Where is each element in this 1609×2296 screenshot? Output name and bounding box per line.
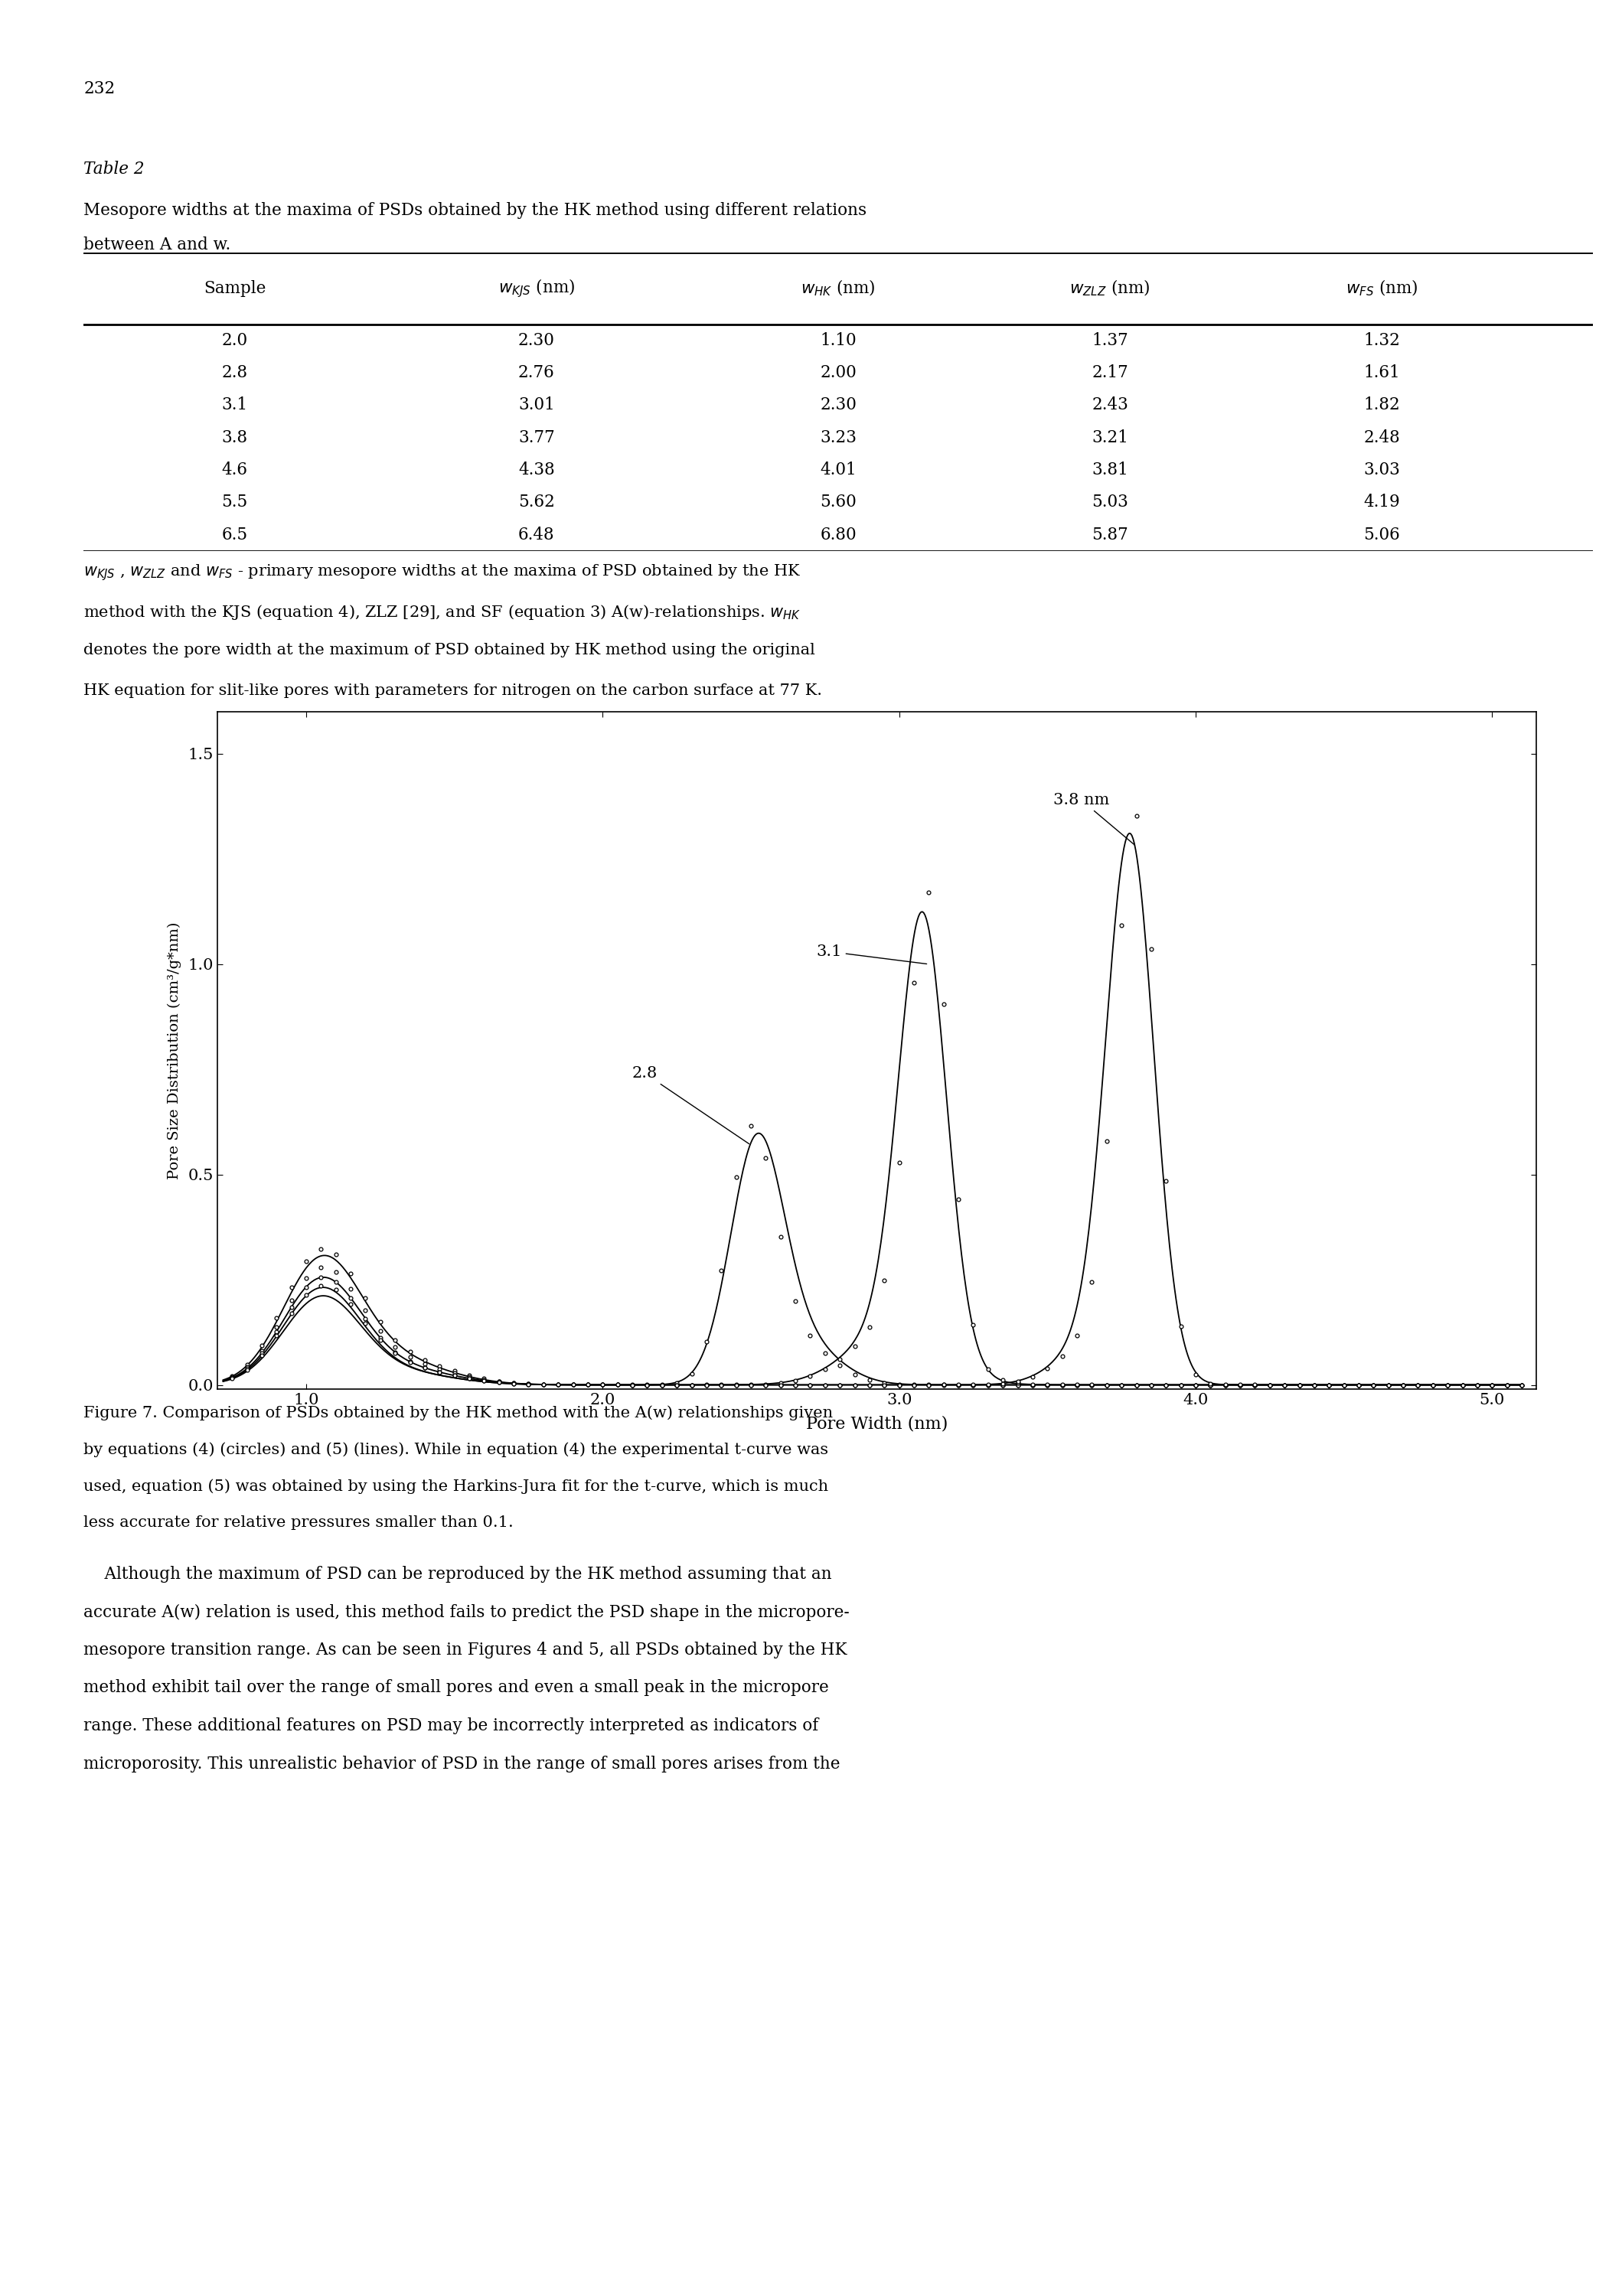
Text: mesopore transition range. As can be seen in Figures 4 and 5, all PSDs obtained : mesopore transition range. As can be see… bbox=[84, 1642, 848, 1658]
Text: 2.76: 2.76 bbox=[518, 365, 555, 381]
Text: 2.48: 2.48 bbox=[1363, 429, 1400, 445]
Text: less accurate for relative pressures smaller than 0.1.: less accurate for relative pressures sma… bbox=[84, 1515, 513, 1529]
Y-axis label: Pore Size Distribution (cm³/g*nm): Pore Size Distribution (cm³/g*nm) bbox=[167, 921, 182, 1180]
Text: 232: 232 bbox=[84, 80, 116, 96]
Text: 3.8: 3.8 bbox=[222, 429, 248, 445]
Text: $w_{HK}$ (nm): $w_{HK}$ (nm) bbox=[801, 278, 875, 298]
Text: $w_{ZLZ}$ (nm): $w_{ZLZ}$ (nm) bbox=[1070, 278, 1150, 298]
Text: 6.80: 6.80 bbox=[821, 526, 856, 544]
Text: 2.43: 2.43 bbox=[1091, 397, 1128, 413]
Text: used, equation (5) was obtained by using the Harkins-Jura fit for the t-curve, w: used, equation (5) was obtained by using… bbox=[84, 1479, 829, 1495]
Text: 3.03: 3.03 bbox=[1363, 461, 1400, 478]
Text: accurate A(w) relation is used, this method fails to predict the PSD shape in th: accurate A(w) relation is used, this met… bbox=[84, 1603, 850, 1621]
Text: 1.82: 1.82 bbox=[1363, 397, 1400, 413]
Text: 5.62: 5.62 bbox=[518, 494, 555, 510]
Text: 5.03: 5.03 bbox=[1091, 494, 1128, 510]
Text: 1.37: 1.37 bbox=[1091, 333, 1128, 349]
Text: HK equation for slit-like pores with parameters for nitrogen on the carbon surfa: HK equation for slit-like pores with par… bbox=[84, 684, 822, 698]
Text: 3.1: 3.1 bbox=[222, 397, 248, 413]
Text: 3.77: 3.77 bbox=[518, 429, 555, 445]
Text: 1.61: 1.61 bbox=[1363, 365, 1400, 381]
Text: 1.32: 1.32 bbox=[1363, 333, 1400, 349]
Text: 2.8: 2.8 bbox=[222, 365, 248, 381]
Text: 5.87: 5.87 bbox=[1091, 526, 1128, 544]
Text: 4.6: 4.6 bbox=[222, 461, 248, 478]
Text: 5.60: 5.60 bbox=[821, 494, 856, 510]
Text: 2.30: 2.30 bbox=[821, 397, 856, 413]
Text: 4.38: 4.38 bbox=[518, 461, 555, 478]
Text: 4.01: 4.01 bbox=[821, 461, 856, 478]
Text: 3.01: 3.01 bbox=[518, 397, 555, 413]
Text: 2.8: 2.8 bbox=[632, 1065, 750, 1143]
Text: method with the KJS (equation 4), ZLZ [29], and SF (equation 3) A(w)-relationshi: method with the KJS (equation 4), ZLZ [2… bbox=[84, 604, 801, 622]
Text: Table 2: Table 2 bbox=[84, 161, 145, 177]
Text: microporosity. This unrealistic behavior of PSD in the range of small pores aris: microporosity. This unrealistic behavior… bbox=[84, 1754, 840, 1773]
X-axis label: Pore Width (nm): Pore Width (nm) bbox=[806, 1417, 948, 1433]
Text: $w_{FS}$ (nm): $w_{FS}$ (nm) bbox=[1345, 278, 1418, 298]
Text: 6.48: 6.48 bbox=[518, 526, 555, 544]
Text: $w_{KJS}$ , $w_{ZLZ}$ and $w_{FS}$ - primary mesopore widths at the maxima of PS: $w_{KJS}$ , $w_{ZLZ}$ and $w_{FS}$ - pri… bbox=[84, 563, 801, 583]
Text: 2.00: 2.00 bbox=[821, 365, 856, 381]
Text: 3.81: 3.81 bbox=[1091, 461, 1128, 478]
Text: 3.21: 3.21 bbox=[1091, 429, 1128, 445]
Text: Mesopore widths at the maxima of PSDs obtained by the HK method using different : Mesopore widths at the maxima of PSDs ob… bbox=[84, 202, 867, 218]
Text: Sample: Sample bbox=[203, 280, 265, 296]
Text: 6.5: 6.5 bbox=[222, 526, 248, 544]
Text: 2.17: 2.17 bbox=[1091, 365, 1128, 381]
Text: 2.30: 2.30 bbox=[518, 333, 555, 349]
Text: method exhibit tail over the range of small pores and even a small peak in the m: method exhibit tail over the range of sm… bbox=[84, 1681, 829, 1697]
Text: 3.8 nm: 3.8 nm bbox=[1054, 792, 1134, 845]
Text: 2.0: 2.0 bbox=[222, 333, 248, 349]
Text: 3.23: 3.23 bbox=[821, 429, 856, 445]
Text: Although the maximum of PSD can be reproduced by the HK method assuming that an: Although the maximum of PSD can be repro… bbox=[84, 1566, 832, 1582]
Text: 5.06: 5.06 bbox=[1363, 526, 1400, 544]
Text: range. These additional features on PSD may be incorrectly interpreted as indica: range. These additional features on PSD … bbox=[84, 1717, 819, 1733]
Text: by equations (4) (circles) and (5) (lines). While in equation (4) the experiment: by equations (4) (circles) and (5) (line… bbox=[84, 1442, 829, 1458]
Text: 5.5: 5.5 bbox=[222, 494, 248, 510]
Text: between A and w.: between A and w. bbox=[84, 236, 230, 253]
Text: $w_{KJS}$ (nm): $w_{KJS}$ (nm) bbox=[499, 278, 574, 298]
Text: Figure 7. Comparison of PSDs obtained by the HK method with the A(w) relationshi: Figure 7. Comparison of PSDs obtained by… bbox=[84, 1405, 833, 1421]
Text: 4.19: 4.19 bbox=[1363, 494, 1400, 510]
Text: 3.1: 3.1 bbox=[816, 944, 927, 964]
Text: 1.10: 1.10 bbox=[821, 333, 856, 349]
Text: denotes the pore width at the maximum of PSD obtained by HK method using the ori: denotes the pore width at the maximum of… bbox=[84, 643, 816, 657]
